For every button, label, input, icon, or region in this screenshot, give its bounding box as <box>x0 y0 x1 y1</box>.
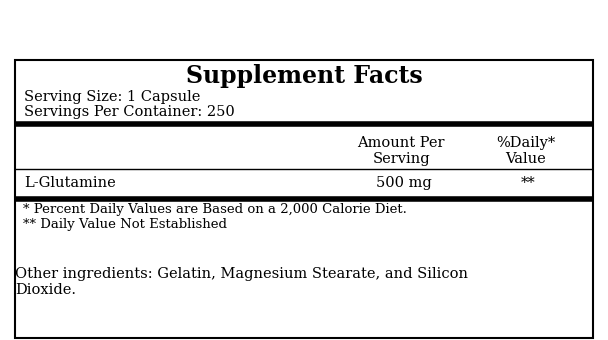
Text: 500 mg: 500 mg <box>376 176 432 190</box>
Text: * Percent Daily Values are Based on a 2,000 Calorie Diet.: * Percent Daily Values are Based on a 2,… <box>23 203 407 216</box>
Text: Amount Per
Serving: Amount Per Serving <box>358 136 445 166</box>
Text: ** Daily Value Not Established: ** Daily Value Not Established <box>23 218 227 231</box>
Text: %Daily*
Value: %Daily* Value <box>496 136 556 166</box>
Text: L-Glutamine: L-Glutamine <box>24 176 116 190</box>
Text: Serving Size: 1 Capsule: Serving Size: 1 Capsule <box>24 90 201 104</box>
Bar <box>15 59 593 338</box>
Text: Servings Per Container: 250: Servings Per Container: 250 <box>24 104 235 119</box>
Text: Dioxide.: Dioxide. <box>15 283 76 297</box>
Text: **: ** <box>520 176 535 190</box>
Text: Other ingredients: Gelatin, Magnesium Stearate, and Silicon: Other ingredients: Gelatin, Magnesium St… <box>15 267 468 281</box>
Text: Supplement Facts: Supplement Facts <box>185 65 423 88</box>
